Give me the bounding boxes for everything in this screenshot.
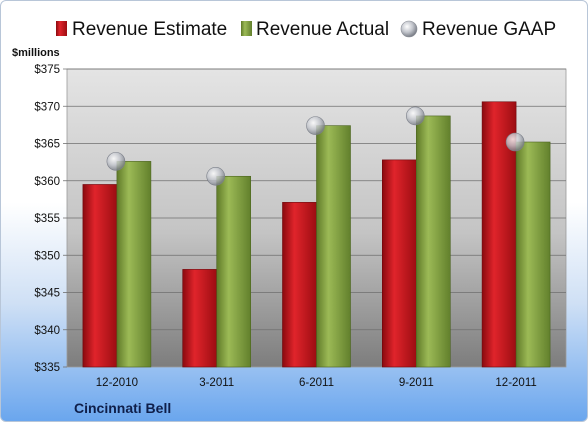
bar-revenue-estimate (182, 269, 217, 368)
gaap-markers (106, 106, 525, 186)
bar-revenue-estimate (282, 202, 317, 368)
y-tick-label: $360 (34, 176, 60, 188)
y-tick-label: $365 (34, 139, 60, 151)
legend-label-gaap: Revenue GAAP (422, 19, 556, 40)
bar-revenue-actual (515, 141, 551, 368)
marker-revenue-gaap (106, 152, 126, 171)
legend-item-actual: Revenue Actual (241, 19, 389, 40)
x-tick-label: 12-2011 (495, 377, 536, 389)
legend-item-estimate: Revenue Estimate (56, 19, 227, 40)
legend-swatch-actual (241, 21, 252, 36)
marker-revenue-gaap (505, 132, 525, 152)
bars (82, 101, 551, 368)
bar-revenue-estimate (82, 184, 118, 368)
x-tick-label: 9-2011 (399, 377, 434, 389)
legend-swatch-estimate (56, 21, 67, 36)
y-tick-label: $345 (34, 288, 60, 300)
legend-marker-gaap (400, 20, 418, 38)
y-tick-label: $355 (34, 213, 60, 225)
legend: Revenue Estimate Revenue Actual Revenue … (56, 19, 556, 40)
y-tick-label: $370 (34, 101, 60, 113)
x-tick-label: 6-2011 (299, 377, 334, 389)
bar-revenue-actual (116, 161, 152, 368)
y-tick-label: $350 (34, 250, 60, 262)
legend-label-actual: Revenue Actual (256, 19, 389, 40)
bar-revenue-actual (216, 175, 251, 368)
y-tick-label: $335 (34, 362, 60, 374)
marker-revenue-gaap (206, 166, 225, 186)
company-name: Cincinnati Bell (74, 400, 171, 416)
bar-revenue-actual (415, 115, 451, 368)
marker-revenue-gaap (306, 116, 325, 135)
y-axis-unit-label: $millions (12, 47, 60, 59)
legend-item-gaap: Revenue GAAP (400, 19, 556, 40)
y-tick-label: $375 (34, 64, 60, 76)
y-axis-ticks: $335 $340 $345 $350 $355 $360 $365 $370 $375 (34, 64, 67, 374)
bar-revenue-estimate (381, 159, 417, 368)
x-tick-label: 12-2010 (96, 377, 138, 389)
legend-label-estimate: Revenue Estimate (72, 19, 227, 40)
marker-revenue-gaap (405, 106, 425, 126)
x-tick-label: 3-2011 (199, 377, 234, 389)
x-axis-ticks: 12-2010 3-2011 6-2011 9-2011 12-2011 (96, 377, 537, 389)
bar-revenue-actual (316, 125, 351, 368)
y-tick-label: $340 (34, 325, 60, 337)
